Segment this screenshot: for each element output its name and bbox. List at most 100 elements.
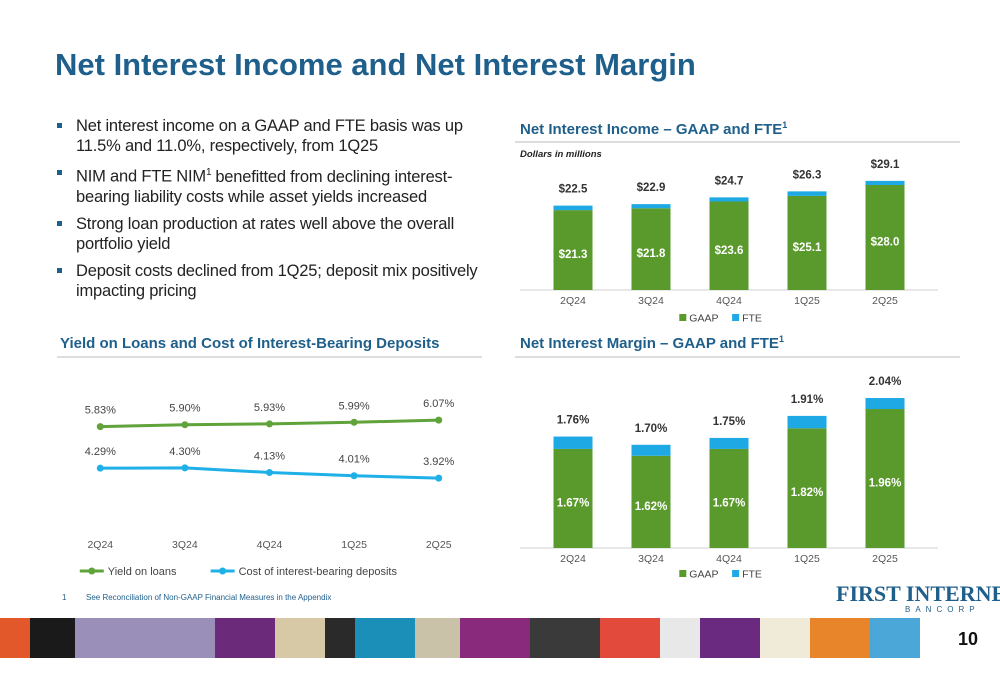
x-tick-label: 3Q24	[172, 539, 198, 551]
data-label: 4.01%	[338, 454, 369, 466]
bullet-list: Net interest income on a GAAP and FTE ba…	[54, 116, 484, 308]
data-label: 5.93%	[254, 402, 285, 414]
footnote: See Reconciliation of Non-GAAP Financial…	[86, 593, 331, 602]
bar-segment	[553, 205, 593, 211]
data-label: $25.1	[793, 242, 822, 254]
data-label: 1.67%	[557, 497, 590, 509]
bullet-text: Deposit costs declined from 1Q25; deposi…	[76, 261, 478, 300]
total-label: 1.70%	[635, 423, 668, 435]
point	[350, 418, 358, 426]
legend-swatch	[732, 570, 740, 577]
legend-swatch	[219, 567, 227, 575]
total-label: 1.91%	[791, 394, 824, 406]
bar-segment	[865, 180, 905, 185]
x-tick-label: 4Q24	[716, 295, 742, 307]
x-tick-label: 3Q24	[638, 553, 664, 565]
data-label: 5.90%	[169, 403, 200, 415]
point	[266, 468, 273, 476]
data-label: $21.3	[559, 249, 588, 261]
point	[266, 420, 273, 428]
bar-segment	[709, 437, 749, 449]
data-label: 4.13%	[254, 450, 285, 462]
chart-title-text: Net Interest Margin – GAAP and FTE	[520, 335, 779, 352]
bar-segment	[787, 415, 827, 429]
legend-swatch	[732, 314, 740, 321]
data-label: 4.30%	[169, 446, 200, 458]
chart-title-note: 1	[782, 120, 787, 130]
bar-segment	[631, 208, 671, 290]
total-label: $26.3	[793, 169, 822, 181]
bar-segment	[631, 204, 671, 209]
data-label: 3.92%	[423, 456, 454, 468]
deco	[870, 618, 920, 658]
legend-label: FTE	[742, 313, 762, 325]
bar-segment	[553, 210, 593, 290]
bar-segment	[631, 444, 671, 456]
page-number: 10	[958, 629, 978, 649]
decorative-strip	[0, 618, 1000, 658]
chart-title: Net Interest Margin – GAAP and FTE1	[520, 334, 784, 352]
data-label: 4.29%	[85, 446, 116, 458]
point	[181, 464, 189, 472]
deco	[355, 618, 415, 658]
bar-segment	[787, 195, 827, 290]
bar-segment	[709, 201, 749, 290]
legend-swatch	[88, 567, 96, 575]
point	[435, 416, 443, 424]
bullet: Strong loan production at rates well abo…	[54, 214, 484, 254]
data-label: 5.99%	[338, 400, 369, 412]
bullet-text: Strong loan production at rates well abo…	[76, 214, 455, 253]
bar-segment	[865, 398, 905, 410]
total-label: $29.1	[871, 159, 900, 171]
bullet: NIM and FTE NIM1 benefitted from declinin…	[54, 163, 484, 207]
data-label: $21.8	[637, 248, 666, 260]
legend-swatch	[679, 570, 687, 577]
bullet-text: NIM and FTE NIM	[76, 167, 206, 186]
deco	[700, 618, 760, 658]
deco	[325, 618, 355, 658]
data-label: 1.62%	[635, 501, 668, 513]
chart-title: Net Interest Income – GAAP and FTE1	[520, 120, 787, 138]
slide-title: Net Interest Income and Net Interest Mar…	[55, 47, 696, 82]
footnote-marker: 1	[62, 593, 67, 602]
bar-segment	[709, 197, 749, 202]
total-label: 2.04%	[869, 376, 902, 388]
deco	[215, 618, 275, 658]
x-tick-label: 4Q24	[716, 553, 742, 565]
x-tick-label: 2Q25	[872, 295, 898, 307]
bullet-text: benefitted from declining interest-beari…	[76, 167, 453, 206]
deco	[530, 618, 600, 658]
bar-segment	[553, 448, 593, 548]
bullet: Net interest income on a GAAP and FTE ba…	[54, 116, 484, 156]
legend-label: Yield on loans	[108, 566, 177, 578]
x-tick-label: 2Q24	[560, 553, 586, 565]
legend-label: Cost of interest-bearing deposits	[239, 566, 398, 578]
deco	[0, 618, 30, 658]
deco	[460, 618, 530, 658]
point	[96, 464, 104, 472]
x-tick-label: 1Q25	[794, 553, 820, 565]
bar-segment	[787, 428, 827, 548]
x-tick-label: 2Q24	[87, 539, 113, 551]
bar-segment	[865, 185, 905, 290]
total-label: $22.9	[637, 182, 666, 194]
deco	[920, 618, 1000, 658]
point	[435, 474, 443, 482]
point	[350, 472, 358, 480]
bullet-text: Net interest income on a GAAP and FTE ba…	[76, 117, 463, 155]
deco	[275, 618, 325, 658]
x-tick-label: 2Q24	[560, 295, 586, 307]
x-tick-label: 1Q25	[794, 295, 820, 307]
legend-label: FTE	[742, 569, 762, 581]
chart-title: Yield on Loans and Cost of Interest-Bear…	[60, 335, 440, 352]
data-label: 5.83%	[85, 405, 116, 417]
logo-name: FIRST INTERNET	[836, 581, 1000, 606]
legend-label: GAAP	[689, 569, 718, 581]
point	[181, 421, 189, 429]
data-label: 6.07%	[423, 398, 454, 410]
bullet: Deposit costs declined from 1Q25; deposi…	[54, 261, 484, 301]
deco	[810, 618, 870, 658]
deco	[660, 618, 700, 658]
bar-segment	[631, 455, 671, 548]
